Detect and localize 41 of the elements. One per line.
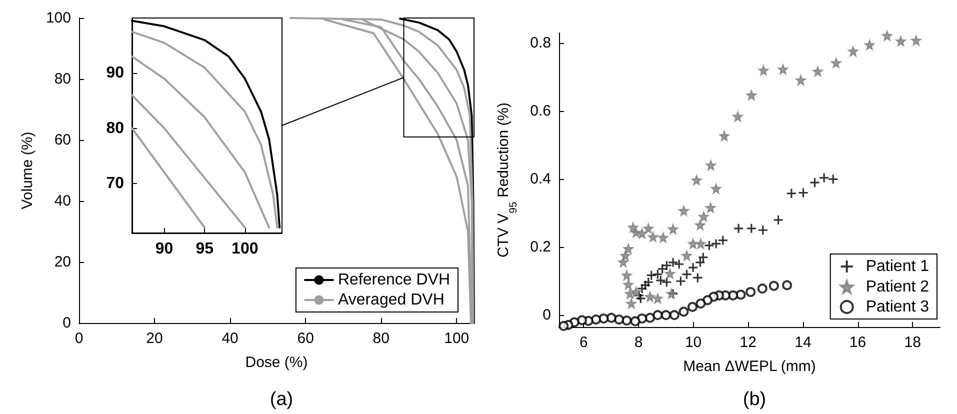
legend-label: Patient 2 [866,278,930,296]
text: (a) [270,389,294,410]
legend-label: Patient 1 [866,258,930,275]
y-axis-title: Volume (%) [19,132,36,210]
legend-label: Reference DVH [338,272,450,288]
x-tick-label: 14 [794,334,812,351]
x-axis-title: Mean ΔWEPL (mm) [683,358,816,375]
x-tick-label: 10 [684,334,702,351]
y-tick-label: 0 [62,314,71,332]
x-tick-label: 16 [849,334,866,351]
y-tick-label: 0 [542,306,551,324]
legend-label: Patient 3 [866,298,930,316]
y-tick-label: 0.2 [530,238,551,256]
y-tick-label: 90 [106,64,124,82]
y-tick-label: 0.8 [530,34,551,52]
y-tick-label: 80 [54,70,71,88]
x-tick-label: 100 [232,240,258,258]
x-tick-label: 18 [904,334,921,351]
x-tick-label: 0 [74,330,84,347]
y-tick-label: 0.4 [530,170,551,188]
y-axis-title: CTV V95 Reduction (%) [495,102,520,258]
text: (b) [742,389,766,410]
legend-label: Averaged DVH [338,292,444,308]
x-tick-label: 60 [297,330,314,347]
x-tick-label: 90 [155,240,174,258]
y-tick-label: 70 [106,174,124,192]
x-tick-label: 80 [372,330,390,347]
x-tick-label: 100 [444,330,470,347]
x-axis-title: Dose (%) [245,354,308,371]
x-tick-label: 6 [579,334,588,351]
y-tick-label: 0.6 [530,102,551,120]
y-tick-label: 20 [54,254,71,270]
y-tick-label: 40 [54,192,71,210]
x-tick-label: 40 [222,330,238,347]
x-tick-label: 8 [634,334,643,351]
x-tick-label: 20 [146,330,163,347]
x-tick-label: 12 [740,334,756,351]
x-tick-label: 95 [196,240,214,258]
y-tick-label: 100 [46,10,71,26]
y-tick-label: 60 [54,132,71,148]
y-tick-label: 80 [106,120,124,137]
